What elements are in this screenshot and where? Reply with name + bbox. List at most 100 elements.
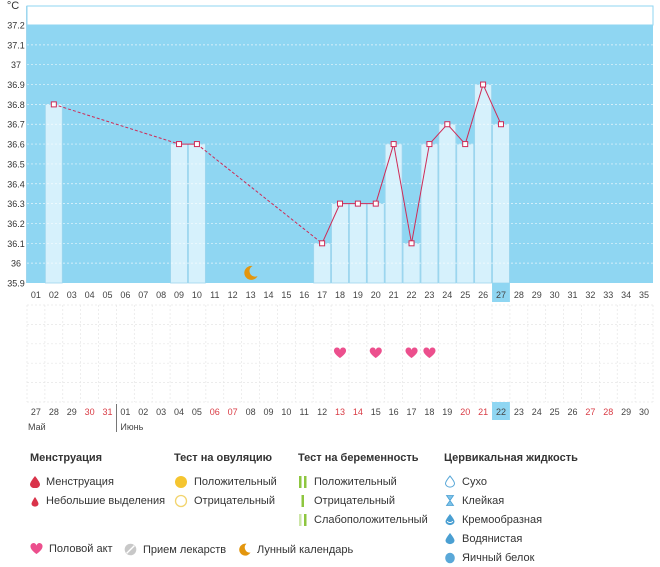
legend-item-dry[interactable]: Сухо xyxy=(444,472,578,491)
x-tick-label: 19 xyxy=(353,290,363,300)
plot-top-band xyxy=(26,5,654,26)
x-tick-label: 32 xyxy=(585,290,595,300)
temperature-line-segment xyxy=(196,143,323,244)
temperature-point xyxy=(354,200,361,207)
legend-item-ovulation-negative[interactable]: Отрицательный xyxy=(174,491,277,510)
temperature-point xyxy=(444,121,451,128)
y-tick-label: 37 xyxy=(11,60,21,70)
drop-icon xyxy=(30,475,40,488)
temperature-line-segment xyxy=(464,84,484,145)
temperature-point xyxy=(497,121,504,128)
x-tick-label: 28 xyxy=(514,290,524,300)
calendar-date: 24 xyxy=(532,407,542,417)
temperature-line-segment xyxy=(411,143,430,244)
calendar-date: 27 xyxy=(585,407,595,417)
y-tick-label: 36 xyxy=(11,259,21,269)
x-tick-label: 31 xyxy=(568,290,578,300)
calendar-date: 06 xyxy=(210,407,220,417)
cream-drop-icon xyxy=(445,514,455,526)
temperature-point xyxy=(390,141,397,148)
x-tick-label: 16 xyxy=(299,290,309,300)
calendar-date: 18 xyxy=(424,407,434,417)
calendar-date: 30 xyxy=(639,407,649,417)
event-markers xyxy=(244,265,436,358)
legend-item-sticky[interactable]: Клейкая xyxy=(444,491,578,510)
temperature-point xyxy=(193,141,200,148)
y-tick-label: 36.9 xyxy=(7,80,25,90)
x-tick-label: 02 xyxy=(49,290,59,300)
temperature-line-segment xyxy=(429,123,448,145)
temperature-point xyxy=(319,240,326,247)
x-tick-label: 29 xyxy=(532,290,542,300)
calendar-date: 16 xyxy=(389,407,399,417)
y-tick-label: 36.7 xyxy=(7,120,25,130)
moon-icon xyxy=(244,265,258,280)
heart-icon xyxy=(30,543,43,554)
x-tick-label: 03 xyxy=(67,290,77,300)
x-tick-label: 21 xyxy=(389,290,399,300)
temperature-point xyxy=(176,141,183,148)
current-date-marker xyxy=(492,402,510,420)
y-tick-label: 37.1 xyxy=(7,40,25,50)
legend-label: Лунный календарь xyxy=(257,543,354,556)
double-bar-icon xyxy=(299,475,307,488)
legend-menstruation: Менструация Менструация Небольшие выделе… xyxy=(30,452,165,510)
legend-label: Положительный xyxy=(194,475,277,488)
temperature-bar xyxy=(170,143,188,284)
moon-icon xyxy=(239,543,251,556)
legend-label: Яичный белок xyxy=(462,551,535,564)
calendar-date: 26 xyxy=(568,407,578,417)
legend-item-pregnancy-negative[interactable]: Отрицательный xyxy=(298,491,428,510)
temperature-bar xyxy=(188,143,206,284)
legend-item-menstruation[interactable]: Менструация xyxy=(30,472,165,491)
calendar-date: 22 xyxy=(496,407,506,417)
calendar-date: 14 xyxy=(353,407,363,417)
legend-item-intercourse[interactable]: Половой акт xyxy=(30,543,113,555)
x-tick-label: 33 xyxy=(603,290,613,300)
x-tick-label: 24 xyxy=(442,290,452,300)
single-bar-icon xyxy=(301,494,304,507)
x-tick-label: 30 xyxy=(550,290,560,300)
x-tick-label: 17 xyxy=(317,290,327,300)
legend-item-watery[interactable]: Водянистая xyxy=(444,529,578,548)
legend-item-ovulation-positive[interactable]: Положительный xyxy=(174,472,277,491)
legend-item-lunar[interactable]: Лунный календарь xyxy=(238,543,353,556)
legend-item-spotting[interactable]: Небольшие выделения xyxy=(30,491,165,510)
legend-item-creamy[interactable]: Кремообразная xyxy=(444,510,578,529)
x-tick-label: 23 xyxy=(424,290,434,300)
month-label: Май xyxy=(28,422,46,432)
legend-title-menstruation: Менструация xyxy=(30,452,103,464)
y-tick-label: 36.3 xyxy=(7,199,25,209)
x-tick-label: 09 xyxy=(174,290,184,300)
x-tick-label: 08 xyxy=(156,290,166,300)
calendar-date: 25 xyxy=(550,407,560,417)
legend-label: Отрицательный xyxy=(314,494,395,507)
legend-item-pregnancy-positive[interactable]: Положительный xyxy=(298,472,428,491)
calendar-date: 15 xyxy=(371,407,381,417)
x-tick-label: 18 xyxy=(335,290,345,300)
calendar-date: 09 xyxy=(263,407,273,417)
legend-item-egg-white[interactable]: Яичный белок xyxy=(444,548,578,567)
egg-drop-icon xyxy=(445,552,455,564)
heart-icon xyxy=(333,347,347,358)
temperature-bar xyxy=(420,143,439,284)
legend-item-medication[interactable]: Прием лекарств xyxy=(124,543,226,556)
x-tick-label: 06 xyxy=(120,290,130,300)
x-tick-label: 15 xyxy=(281,290,291,300)
outline-drop-icon xyxy=(444,475,456,488)
temperature-line-segment xyxy=(482,84,502,125)
legend-label: Небольшие выделения xyxy=(46,494,166,507)
temperature-point xyxy=(426,141,433,148)
y-axis: °C 37.2 37.1 37 36.9 36.8 36.7 36.6 36.5 36.4 36.3… xyxy=(7,0,25,289)
month-label: Июнь xyxy=(120,422,143,432)
heart-icon xyxy=(369,347,382,358)
legend-label: Половой акт xyxy=(49,543,113,555)
calendar-date: 30 xyxy=(85,407,95,417)
calendar-date: 03 xyxy=(156,407,166,417)
temperature-point xyxy=(480,81,487,88)
legend-pregnancy: Тест на беременность Положительный Отриц… xyxy=(298,452,428,529)
y-tick-label: 36.2 xyxy=(7,219,25,229)
legend-label: Кремообразная xyxy=(462,513,543,526)
calendar-date: 21 xyxy=(478,407,488,417)
legend-item-pregnancy-weak[interactable]: Слабоположительный xyxy=(298,510,428,529)
